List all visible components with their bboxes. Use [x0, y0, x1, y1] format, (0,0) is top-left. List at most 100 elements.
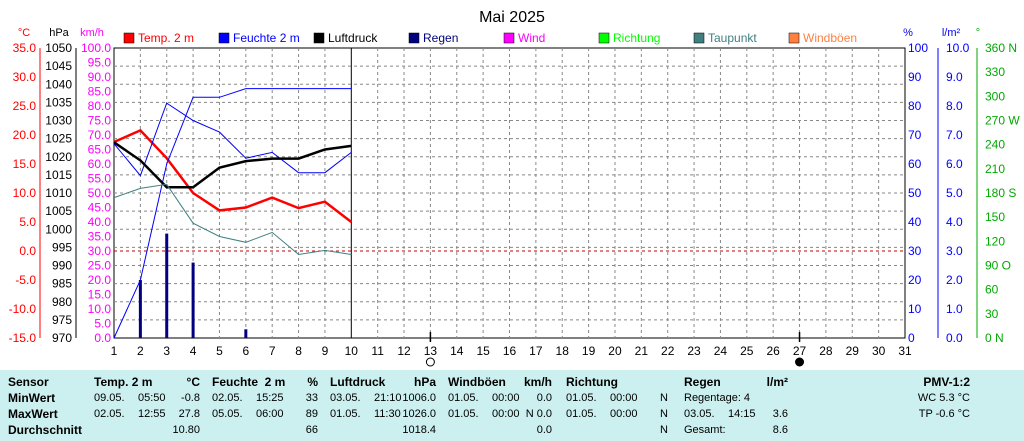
- full-moon-icon: [425, 357, 435, 367]
- x-tick-label: 7: [269, 344, 276, 358]
- legend-swatch: [218, 32, 230, 44]
- y-tick-label-lm2: 6.0: [946, 157, 963, 171]
- legend-swatch: [788, 32, 800, 44]
- y-tick-label-pct: 50: [908, 186, 922, 200]
- y-tick-label-pct: 0: [908, 331, 915, 345]
- chart-title: Mai 2025: [479, 9, 545, 26]
- chart-legend: Temp. 2 m Feuchte 2 m Luftdruck Regen Wind Ri…: [123, 31, 857, 45]
- legend-swatch: [313, 32, 325, 44]
- stats-gust-column: Windböen km/h 01.05. 00:00 0.0 01.05. 00…: [448, 370, 552, 441]
- legend-label: Richtung: [613, 31, 660, 45]
- stats-direction-title: Richtung: [566, 375, 618, 389]
- humidity-avg-value: 66: [305, 424, 318, 436]
- temp-max-date: 02.05.: [94, 408, 125, 420]
- direction-min-time: 00:00: [610, 392, 638, 404]
- x-tick-label: 29: [846, 344, 860, 358]
- stats-row-max-label: MaxWert: [8, 407, 58, 421]
- x-tick-label: 2: [137, 344, 144, 358]
- legend-swatch: [408, 32, 420, 44]
- y-tick-label-deg: 30: [985, 307, 999, 321]
- x-tick-label: 19: [582, 344, 596, 358]
- stats-rain-column: Regen l/m² Regentage: 4 03.05. 14:15 3.6…: [684, 370, 788, 441]
- x-tick-label: 28: [819, 344, 833, 358]
- y-tick-label-temp: -10.0: [9, 302, 37, 316]
- y-tick-label-temp: 25.0: [13, 99, 37, 113]
- y-tick-label-hpa: 990: [52, 259, 72, 273]
- x-tick-label: 15: [476, 344, 490, 358]
- y-tick-label-deg: 150: [985, 210, 1005, 224]
- stats-temp-title: Temp. 2 m: [94, 375, 153, 389]
- y-tick-label-kmh: 85.0: [88, 85, 112, 99]
- y-tick-label-kmh: 40.0: [88, 215, 112, 229]
- y-tick-label-deg: 330: [985, 65, 1005, 79]
- legend-swatch: [598, 32, 610, 44]
- legend-swatch: [123, 32, 135, 44]
- y-tick-label-pct: 40: [908, 215, 922, 229]
- x-tick-label: 14: [450, 344, 464, 358]
- legend-label: Taupunkt: [708, 31, 757, 45]
- legend-label: Feuchte 2 m: [233, 31, 300, 45]
- axis-unit-hpa: hPa: [49, 27, 69, 39]
- axis-unit-temp: °C: [18, 27, 30, 39]
- stats-row-min-label: MinWert: [8, 391, 56, 405]
- x-tick-label: 9: [322, 344, 329, 358]
- x-tick-label: 26: [766, 344, 780, 358]
- legend-swatch: [503, 32, 515, 44]
- stats-sensor-column: Sensor MinWert MaxWert Durchschnitt: [8, 370, 88, 441]
- x-tick-label: 22: [661, 344, 675, 358]
- y-tick-label-hpa: 1020: [45, 150, 72, 164]
- y-tick-label-hpa: 1035: [45, 95, 72, 109]
- stats-gust-title: Windböen: [448, 375, 506, 389]
- gust-min-time: 00:00: [492, 392, 520, 404]
- stats-temp-column: Temp. 2 m °C 09.05. 05:50 -0.8 02.05. 12…: [94, 370, 200, 441]
- pmv-dewpoint: TP -0.6 °C: [918, 408, 970, 420]
- y-tick-label-pct: 30: [908, 244, 922, 258]
- rain-bar: [191, 262, 195, 338]
- pressure-min-time: 21:10: [374, 392, 402, 404]
- x-tick-label: 30: [872, 344, 886, 358]
- y-tick-label-hpa: 1000: [45, 222, 72, 236]
- y-tick-label-pct: 100: [908, 41, 928, 55]
- pressure-min-value: 1006.0: [402, 392, 436, 404]
- y-tick-label-kmh: 75.0: [88, 114, 112, 128]
- y-tick-label-deg: 60: [985, 283, 999, 297]
- gust-min-value: 0.0: [536, 392, 552, 404]
- x-tick-label: 18: [556, 344, 570, 358]
- gust-min-date: 01.05.: [448, 392, 479, 404]
- y-tick-label-temp: 35.0: [13, 41, 37, 55]
- rain-max-value: 3.6: [772, 408, 788, 420]
- y-tick-label-deg: 210: [985, 162, 1005, 176]
- y-tick-label-kmh: 45.0: [88, 201, 112, 215]
- temp-min-value: -0.8: [181, 392, 200, 404]
- x-tick-label: 12: [397, 344, 411, 358]
- y-tick-label-temp: 15.0: [13, 157, 37, 171]
- y-tick-label-kmh: 0.0: [94, 331, 111, 345]
- stats-pmv-column: PMV-1:2 WC 5.3 °C TP -0.6 °C: [860, 370, 970, 441]
- y-tick-label-lm2: 2.0: [946, 273, 963, 287]
- y-tick-label-kmh: 10.0: [88, 302, 112, 316]
- stats-humidity-title: Feuchte 2 m: [212, 375, 286, 389]
- y-tick-label-hpa: 975: [52, 313, 72, 327]
- y-tick-label-hpa: 985: [52, 277, 72, 291]
- y-tick-label-lm2: 8.0: [946, 99, 963, 113]
- rain-bar: [138, 280, 142, 338]
- y-tick-label-hpa: 1005: [45, 204, 72, 218]
- y-tick-label-pct: 70: [908, 128, 922, 142]
- series-lines: [113, 88, 353, 339]
- y-tick-label-lm2: 5.0: [946, 186, 963, 200]
- axis-unit-deg: °: [976, 27, 980, 39]
- rain-total-value: 8.6: [772, 424, 788, 436]
- stats-pressure-title: Luftdruck: [330, 375, 386, 389]
- temp-avg-value: 10.80: [172, 424, 200, 436]
- x-tick-label: 25: [740, 344, 754, 358]
- y-tick-label-kmh: 50.0: [88, 186, 112, 200]
- y-tick-label-kmh: 95.0: [88, 56, 112, 70]
- x-tick-label: 16: [503, 344, 517, 358]
- y-tick-label-lm2: 0.0: [946, 331, 963, 345]
- stats-pressure-unit: hPa: [413, 375, 436, 389]
- y-tick-label-pct: 90: [908, 70, 922, 84]
- temp-max-time: 12:55: [138, 408, 166, 420]
- gust-max-time: 00:00: [492, 408, 520, 420]
- gust-avg-value: 0.0: [536, 424, 552, 436]
- rain-total-label: Gesamt:: [684, 424, 726, 436]
